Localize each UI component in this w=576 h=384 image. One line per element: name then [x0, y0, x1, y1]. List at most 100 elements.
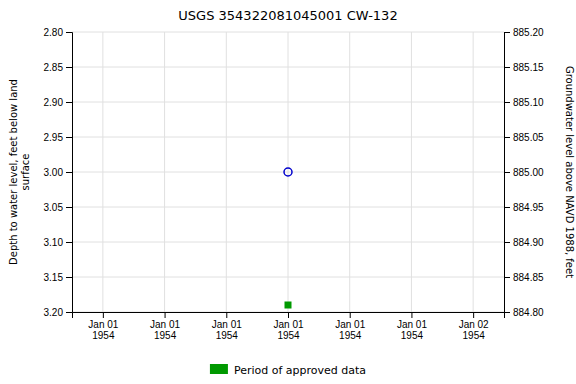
- legend-item: Period of approved data: [210, 364, 366, 377]
- y-tick-label: 2.90: [44, 97, 64, 108]
- chart: Jan 011954Jan 011954Jan 011954Jan 011954…: [0, 0, 576, 384]
- y-tick-label: 3.20: [44, 307, 64, 318]
- y2-tick: 885.10: [504, 97, 544, 108]
- legend-swatch: [210, 364, 228, 374]
- y2-tick: 884.85: [504, 272, 544, 283]
- x-tick-label: Jan 011954: [150, 319, 180, 341]
- tick-mark: [504, 277, 510, 278]
- text-line: Jan 01: [273, 319, 303, 330]
- y2-tick-label: 885.20: [513, 27, 544, 38]
- y-axis: 2.80 2.85 2.90 2.95 3.00 3.05 3.10 3.15 3.20: [44, 27, 73, 318]
- y-tick-label: 3.10: [44, 237, 64, 248]
- text-line: 1954: [401, 330, 424, 341]
- y-tick-label: 2.95: [44, 132, 64, 143]
- y2-axis-title: Groundwater level above NAVD 1988, feet: [564, 66, 575, 278]
- tick-mark: [165, 312, 166, 318]
- text-line: Depth to water level, feet below land: [8, 79, 19, 265]
- text-line: Jan 01: [150, 319, 180, 330]
- tick-mark: [66, 137, 72, 138]
- grid-line: [226, 32, 227, 312]
- y2-tick-label: 885.10: [513, 97, 544, 108]
- x-tick: Jan 011954: [273, 312, 303, 341]
- text-line: 1954: [339, 330, 362, 341]
- tick-mark: [504, 32, 510, 33]
- y2-tick-label: 884.95: [513, 202, 544, 213]
- tick-mark: [411, 312, 412, 318]
- tick-mark: [226, 312, 227, 318]
- y2-tick: 884.80: [504, 307, 544, 318]
- y2-tick: 885.20: [504, 27, 544, 38]
- axis-line: [66, 33, 73, 313]
- x-tick: Jan 011954: [88, 312, 118, 341]
- tick-mark: [350, 312, 351, 318]
- text-line: Jan 01: [397, 319, 427, 330]
- y2-tick: 885.15: [504, 62, 544, 73]
- grid-line: [164, 32, 165, 312]
- y-tick-label: 3.05: [44, 202, 64, 213]
- x-tick: Jan 011954: [212, 312, 242, 341]
- x-tick: Jan 011954: [150, 312, 180, 341]
- series: [284, 168, 292, 176]
- text-line: surface: [20, 154, 31, 191]
- y-tick-label: 3.15: [44, 272, 64, 283]
- grid-line: [349, 32, 350, 312]
- x-tick-label: Jan 011954: [397, 319, 427, 341]
- grid-line: [473, 32, 474, 312]
- y2-tick-label: 885.00: [513, 167, 544, 178]
- y2-tick-label: 884.85: [513, 272, 544, 283]
- grid-line: [288, 32, 289, 312]
- x-tick: Jan 011954: [397, 312, 427, 341]
- tick-mark: [504, 172, 510, 173]
- plot: Jan 011954Jan 011954Jan 011954Jan 011954…: [44, 27, 544, 341]
- y-tick: 2.85: [44, 62, 72, 73]
- y-tick: 3.00: [44, 167, 72, 178]
- axis-line: [505, 33, 511, 313]
- series: [285, 302, 291, 308]
- title: USGS 354322081045001 CW-132: [178, 8, 397, 23]
- text-line: Jan 01: [212, 319, 242, 330]
- tick-mark: [66, 242, 72, 243]
- tick-mark: [288, 312, 289, 318]
- text-line: Groundwater level above NAVD 1988, feet: [564, 66, 575, 278]
- y-tick-label: 3.00: [44, 167, 64, 178]
- y-tick: 2.80: [44, 27, 72, 38]
- y2-tick: 885.05: [504, 132, 544, 143]
- y-tick: 2.95: [44, 132, 72, 143]
- y2-tick: 884.90: [504, 237, 544, 248]
- text-line: Jan 01: [88, 319, 118, 330]
- y2-tick-label: 884.90: [513, 237, 544, 248]
- text-line: 1954: [154, 330, 177, 341]
- y2-axis: 884.80 884.85 884.90 884.95 885.00 885.05 885.…: [504, 27, 544, 318]
- tick-mark: [66, 67, 72, 68]
- y-tick: 3.05: [44, 202, 72, 213]
- tick-mark: [504, 312, 510, 313]
- x-tick-label: Jan 011954: [88, 319, 118, 341]
- text-line: Jan 02: [459, 319, 489, 330]
- legend-label: Period of approved data: [234, 364, 366, 377]
- x-axis: Jan 011954Jan 011954Jan 011954Jan 011954…: [73, 312, 505, 341]
- tick-mark: [504, 242, 510, 243]
- y2-tick-label: 884.80: [513, 307, 544, 318]
- x-tick-label: Jan 011954: [335, 319, 365, 341]
- text-line: 1954: [92, 330, 115, 341]
- y-tick-label: 2.80: [44, 27, 64, 38]
- y2-tick-label: 885.15: [513, 62, 544, 73]
- tick-mark: [504, 67, 510, 68]
- tick-mark: [66, 277, 72, 278]
- tick-mark: [103, 312, 104, 318]
- tick-mark: [504, 102, 510, 103]
- grid: [72, 32, 504, 312]
- grid-line: [102, 32, 103, 312]
- y2-tick: 885.00: [504, 167, 544, 178]
- grid-line: [411, 32, 412, 312]
- y-axis-title: Depth to water level, feet below landsur…: [8, 79, 31, 265]
- text-line: 1954: [463, 330, 486, 341]
- point: [284, 168, 292, 176]
- tick-mark: [504, 207, 510, 208]
- axis-line: [73, 313, 505, 319]
- text-line: Jan 01: [335, 319, 365, 330]
- x-tick: Jan 021954: [459, 312, 489, 341]
- marks: [284, 168, 292, 308]
- x-tick: Jan 011954: [335, 312, 365, 341]
- tick-mark: [473, 312, 474, 318]
